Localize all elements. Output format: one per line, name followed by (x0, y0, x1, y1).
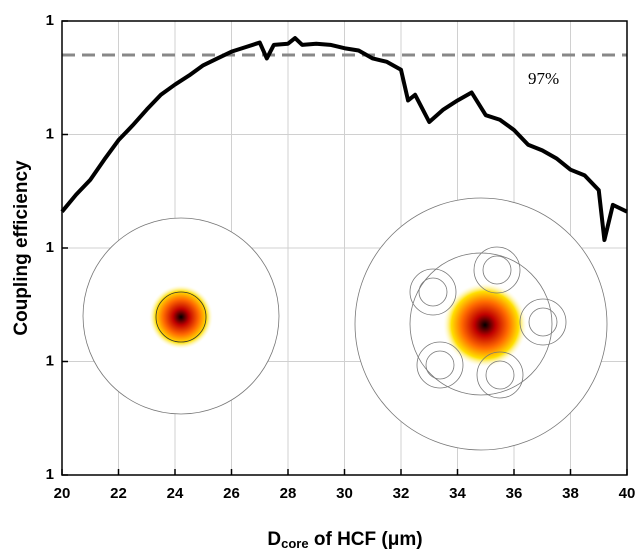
x-tick-label: 36 (506, 485, 523, 502)
x-tick-label: 28 (280, 485, 297, 502)
inset-right (354, 197, 608, 451)
y-tick-label: 1 (46, 125, 54, 142)
x-tick-label: 32 (393, 485, 410, 502)
y-tick-label: 1 (46, 12, 54, 29)
x-tick-label: 20 (54, 485, 71, 502)
x-label-main: D (267, 529, 281, 550)
inset-left (82, 217, 280, 415)
x-tick-label: 34 (449, 485, 466, 502)
data-line (60, 36, 628, 243)
x-label-sub: core (281, 536, 308, 551)
x-tick-label: 40 (619, 485, 636, 502)
x-axis-label: Dcore of HCF (μm) (267, 529, 422, 551)
reference-label: 97% (528, 69, 559, 88)
x-tick-label: 24 (167, 485, 184, 502)
x-tick-label: 30 (336, 485, 353, 502)
x-label-rest: of HCF (μm) (309, 529, 423, 550)
y-axis-label: Coupling efficiency (11, 160, 32, 336)
y-tick-label: 1 (46, 466, 54, 483)
plot-frame (61, 20, 628, 476)
x-tick-label: 22 (110, 485, 127, 502)
x-tick-label: 38 (562, 485, 579, 502)
y-tick-label: 1 (46, 352, 54, 369)
x-tick-label: 26 (223, 485, 240, 502)
y-tick-label: 1 (46, 239, 54, 256)
